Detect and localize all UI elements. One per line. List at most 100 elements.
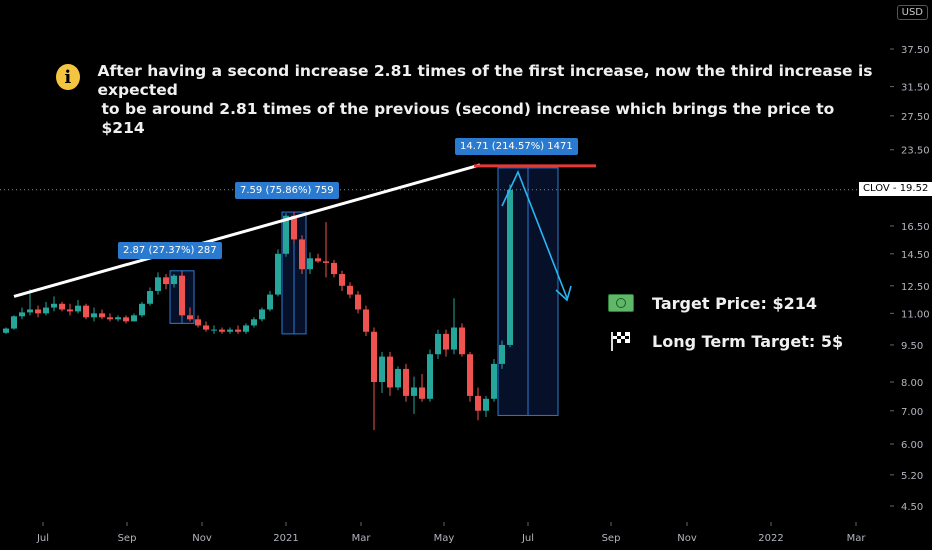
candle-body — [323, 261, 329, 263]
candle-body — [27, 309, 33, 313]
y-tick-label: 14.50 — [901, 250, 930, 261]
annotation-note: i After having a second increase 2.81 ti… — [56, 62, 876, 138]
x-tick-label: Sep — [118, 533, 137, 544]
candle-body — [99, 313, 105, 318]
candle-body — [283, 215, 289, 254]
x-tick-label: Sep — [602, 533, 621, 544]
candle-body — [395, 368, 401, 388]
x-tick-label: May — [434, 533, 455, 544]
candle-body — [75, 305, 81, 312]
candle-body — [363, 309, 369, 332]
candle-body — [203, 325, 209, 330]
candle-body — [467, 354, 473, 396]
x-tick-label: Mar — [847, 533, 867, 544]
time-axis: Jul Sep Nov 2021 Mar May Jul Sep Nov 2022 Mar — [36, 522, 866, 544]
candle-body — [43, 307, 49, 314]
candle-body — [403, 368, 409, 396]
candle-body — [59, 303, 65, 310]
currency-badge[interactable]: USD — [896, 5, 928, 20]
candle-body — [11, 316, 17, 329]
candle-body — [123, 317, 129, 322]
candle-body — [219, 329, 225, 332]
candle-body — [259, 309, 265, 320]
candle-body — [211, 329, 217, 331]
candle-body — [507, 189, 513, 345]
projection-path[interactable] — [501, 169, 568, 299]
annotation-line-2: to be around 2.81 times of the previous … — [101, 100, 835, 137]
candle-body — [491, 363, 497, 399]
candle-body — [435, 333, 441, 355]
y-tick-label: 5.20 — [901, 471, 923, 482]
candle-body — [331, 262, 337, 275]
candle-body — [51, 303, 57, 308]
y-tick-label: 37.50 — [901, 45, 930, 56]
candle-body — [35, 309, 41, 314]
x-tick-label: 2021 — [273, 533, 298, 544]
candle-body — [179, 275, 185, 316]
candle-body — [83, 305, 89, 318]
drawn-lines — [0, 163, 880, 302]
candle-body — [251, 319, 257, 326]
measure-label-2: 7.59 (75.86%) 759 — [235, 182, 339, 199]
y-tick-label: 23.50 — [901, 146, 930, 157]
candle-body — [307, 258, 313, 270]
candle-body — [355, 294, 361, 310]
y-tick-label: 8.00 — [901, 378, 923, 389]
info-icon: i — [56, 64, 80, 90]
candle-body — [115, 317, 121, 320]
checkered-flag-icon — [611, 332, 630, 351]
y-tick-label: 4.50 — [901, 502, 923, 513]
candle-body — [475, 395, 481, 411]
candle-body — [315, 258, 321, 262]
candle-body — [411, 387, 417, 396]
candle-body — [339, 274, 345, 286]
y-tick-label: 9.50 — [901, 341, 923, 352]
candle-body — [3, 328, 9, 333]
candle-body — [379, 356, 385, 382]
long-term-target-label: Long Term Target: 5$ — [652, 331, 844, 351]
candle-body — [427, 354, 433, 399]
annotation-line-1: After having a second increase 2.81 time… — [97, 62, 873, 99]
target-price-row: Target Price: $214 — [608, 290, 843, 316]
candle-body — [131, 315, 137, 322]
y-tick-label: 16.50 — [901, 222, 930, 233]
x-tick-label: Jul — [521, 533, 534, 544]
candle-body — [387, 356, 393, 388]
targets-list: Target Price: $214 Long Term Target: 5$ — [608, 290, 843, 366]
price-axis: 37.5031.5027.5023.5019.5016.5014.5012.50… — [890, 45, 930, 513]
projection-arrowhead — [555, 285, 572, 302]
candle-body — [299, 239, 305, 270]
x-tick-label: Mar — [352, 533, 372, 544]
y-tick-label: 6.00 — [901, 440, 923, 451]
candle-body — [275, 253, 281, 295]
x-tick-label: Nov — [677, 533, 697, 544]
candle-body — [139, 303, 145, 316]
x-tick-label: 2022 — [758, 533, 783, 544]
candle-body — [483, 398, 489, 411]
candle-body — [227, 329, 233, 332]
candle-body — [347, 285, 353, 295]
x-tick-label: Jul — [36, 533, 49, 544]
y-tick-label: 11.00 — [901, 309, 930, 320]
candle-body — [107, 317, 113, 320]
candles — [3, 184, 513, 431]
last-price-tag: CLOV - 19.52 — [859, 182, 932, 196]
candle-body — [243, 325, 249, 332]
candle-body — [451, 327, 457, 350]
candle-body — [443, 333, 449, 350]
candle-body — [235, 329, 241, 332]
measure-boxes — [169, 167, 559, 416]
candle-body — [267, 294, 273, 310]
candle-body — [499, 344, 505, 364]
trendline[interactable] — [13, 163, 481, 298]
candle-body — [371, 331, 377, 382]
y-tick-label: 27.50 — [901, 112, 930, 123]
candle-body — [171, 275, 177, 285]
candle-body — [195, 319, 201, 326]
measure-label-1: 2.87 (27.37%) 287 — [118, 242, 222, 259]
y-tick-label: 12.50 — [901, 282, 930, 293]
candle-body — [155, 277, 161, 292]
candle-body — [187, 315, 193, 320]
